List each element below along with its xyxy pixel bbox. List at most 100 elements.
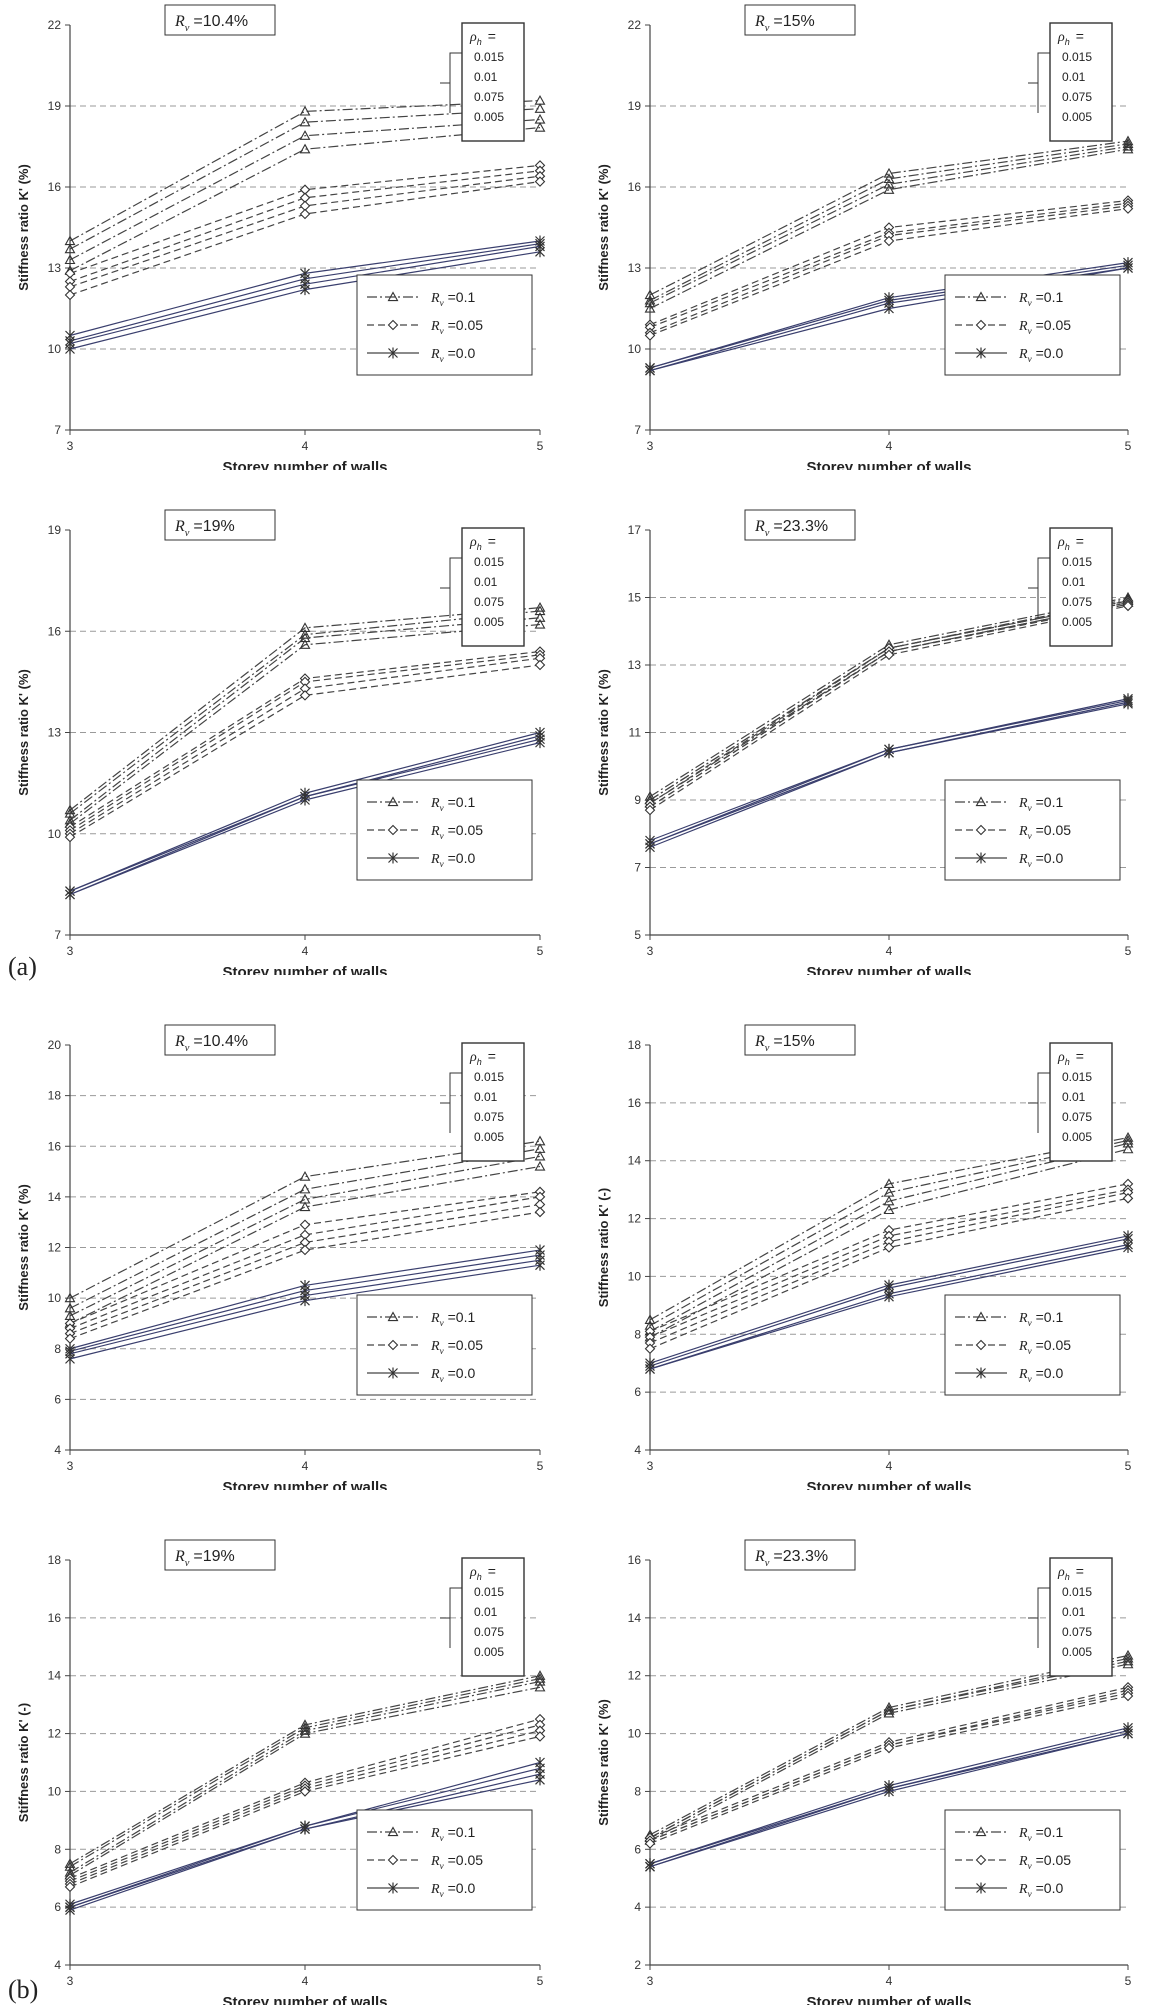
rho-label-bracket xyxy=(440,557,462,618)
rho-label: ρh = 0.015 0.01 0.075 0.005 xyxy=(440,527,525,647)
data-point xyxy=(883,1242,895,1253)
chart-title-text: Rv =15% xyxy=(754,13,815,34)
legend-item-2: Rv =0.05 xyxy=(367,1337,483,1356)
y-tick-label-0: 7 xyxy=(634,423,641,437)
legend-item-1: Rv =0.1 xyxy=(955,289,1063,308)
legend-label-value: =0.05 xyxy=(1036,1852,1072,1868)
data-point xyxy=(299,1725,311,1735)
y-tick-label-3: 8 xyxy=(634,1784,641,1798)
legend-label-value: =0.05 xyxy=(1036,1337,1072,1353)
legend-label-sub: v xyxy=(1028,1861,1033,1871)
legend-label-value: =0.05 xyxy=(448,822,484,838)
rho-value-1: 0.01 xyxy=(1062,1090,1086,1104)
legend-label-value: =0.0 xyxy=(1036,1880,1064,1896)
legend-item-2: Rv =0.05 xyxy=(955,822,1071,841)
data-point xyxy=(883,167,895,178)
chart-title-text-symbol: R xyxy=(754,518,765,535)
legend-marker xyxy=(388,1882,398,1894)
rho-symbol: ρ xyxy=(469,1565,477,1580)
legend-marker xyxy=(975,1339,987,1351)
data-point xyxy=(535,246,545,258)
legend-item-1: Rv =0.1 xyxy=(367,289,475,308)
data-point xyxy=(299,208,311,220)
legend-marker xyxy=(975,1826,987,1837)
rho-value-0: 0.015 xyxy=(1062,1585,1092,1599)
data-point xyxy=(534,1206,546,1218)
legend-item-3: Rv =0.0 xyxy=(367,1365,475,1384)
chart-title-text-sub: v xyxy=(185,1558,190,1569)
rho-value-0: 0.015 xyxy=(474,50,504,64)
rho-label: ρh = 0.015 0.01 0.075 0.005 xyxy=(1028,527,1113,647)
y-axis-title: Stiffness ratio K' (%) xyxy=(596,164,611,291)
legend-label-symbol: R xyxy=(1018,319,1028,334)
data-point xyxy=(534,1150,546,1161)
legend-item-3: Rv =0.0 xyxy=(367,850,475,869)
data-point xyxy=(64,1333,76,1344)
rho-value-2: 0.075 xyxy=(1062,90,1092,104)
legend-marker xyxy=(976,347,986,359)
data-point xyxy=(300,284,310,296)
legend-marker xyxy=(387,291,399,302)
legend-label: Rv =0.05 xyxy=(430,1337,483,1356)
series-8 xyxy=(644,1690,1134,1849)
rho-value-0: 0.015 xyxy=(474,1585,504,1599)
legend-item-2: Rv =0.05 xyxy=(367,317,483,336)
rho-eq: = xyxy=(488,533,496,549)
data-point xyxy=(1122,143,1134,154)
chart-title-text: Rv =10.4% xyxy=(174,13,248,34)
rho-value-1: 0.01 xyxy=(474,575,498,589)
x-tick-label-0: 3 xyxy=(67,1974,74,1988)
series-line-1 xyxy=(649,140,1129,296)
data-point xyxy=(883,1742,895,1754)
chart-title-box xyxy=(744,509,856,541)
data-point xyxy=(299,639,311,649)
legend-marker xyxy=(388,852,398,864)
legend-item-3: Rv =0.0 xyxy=(367,345,475,364)
legend-marker xyxy=(975,319,987,331)
legend-item-1: Rv =0.1 xyxy=(955,1309,1063,1328)
y-tick-label-1: 7 xyxy=(634,861,641,875)
series-line-2 xyxy=(649,1139,1129,1327)
y-tick-label-3: 10 xyxy=(628,1269,642,1283)
rho-value-1: 0.01 xyxy=(1062,70,1086,84)
legend-label-symbol: R xyxy=(430,1854,440,1869)
data-point xyxy=(299,130,311,140)
legend-label-sub: v xyxy=(1028,1889,1033,1899)
y-tick-label-4: 19 xyxy=(48,99,62,113)
data-point xyxy=(300,1295,310,1307)
legend-label-symbol: R xyxy=(430,824,440,839)
data-point xyxy=(534,1672,546,1683)
legend-marker xyxy=(387,1826,399,1837)
series-line-3 xyxy=(69,1680,541,1873)
data-point xyxy=(65,1904,75,1916)
x-tick-label-1: 4 xyxy=(886,1974,893,1988)
series-8 xyxy=(64,176,546,301)
legend-item-2: Rv =0.05 xyxy=(955,1852,1071,1871)
legend-label-sub: v xyxy=(1028,326,1033,336)
chart-title-box xyxy=(164,1539,276,1571)
rho-value-3: 0.005 xyxy=(474,615,504,629)
y-tick-label-6: 17 xyxy=(628,523,642,537)
rho-eq: = xyxy=(488,28,496,44)
legend-label: Rv =0.1 xyxy=(430,794,475,813)
chart-title: Rv =23.3% xyxy=(744,1539,856,1571)
data-point xyxy=(1122,135,1134,146)
data-point xyxy=(299,632,311,643)
data-point xyxy=(645,1363,655,1375)
rho-label-box xyxy=(1049,1042,1113,1162)
legend: Rv =0.1 Rv =0.05 Rv =0.0 xyxy=(356,274,533,376)
data-point xyxy=(883,1701,895,1712)
legend-label-symbol: R xyxy=(1018,852,1028,867)
legend-label-value: =0.0 xyxy=(448,1365,476,1381)
legend-marker xyxy=(976,852,986,864)
chart-title: Rv =15% xyxy=(744,1024,856,1056)
y-axis-title: Stiffness ratio K' (-) xyxy=(596,1188,611,1307)
x-tick-label-1: 4 xyxy=(302,1974,309,1988)
series-8 xyxy=(64,1206,546,1344)
x-axis-title: Storey number of walls xyxy=(222,1994,387,2005)
chart-title-box xyxy=(744,1024,856,1056)
